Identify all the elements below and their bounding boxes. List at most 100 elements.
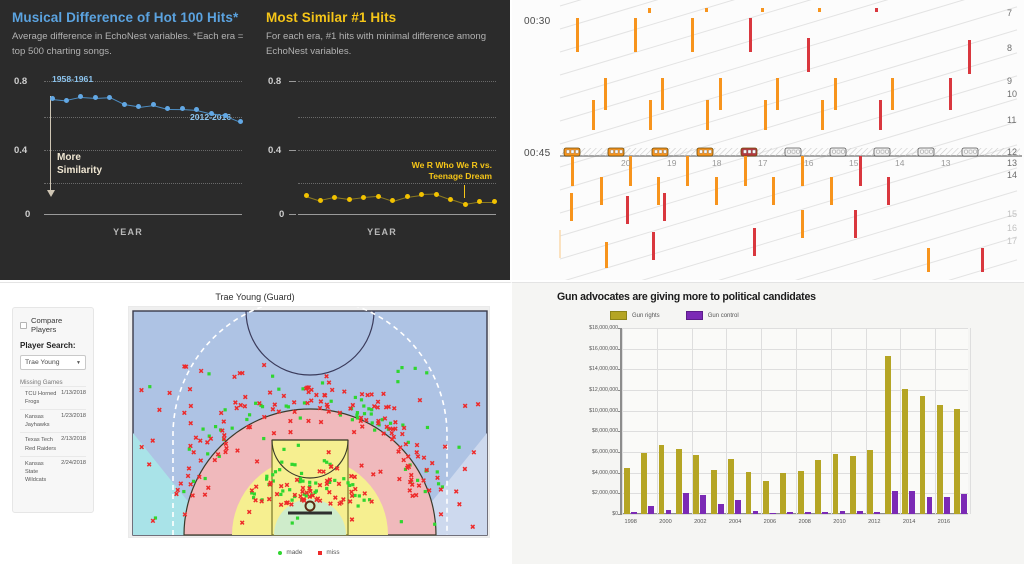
data-point[interactable] bbox=[223, 113, 229, 119]
data-point[interactable] bbox=[448, 196, 454, 202]
bar-gun-control[interactable] bbox=[630, 512, 637, 514]
shot-made-marker bbox=[293, 463, 297, 467]
shot-made-marker bbox=[362, 404, 366, 408]
data-point[interactable] bbox=[78, 94, 84, 100]
data-point[interactable] bbox=[419, 191, 425, 197]
bar-gun-rights[interactable] bbox=[780, 472, 787, 514]
tick-dash-08 bbox=[289, 80, 296, 82]
missing-game-date: 2/13/2018 bbox=[61, 436, 86, 443]
data-point[interactable] bbox=[390, 198, 396, 204]
bar-gun-control[interactable] bbox=[926, 496, 933, 514]
shot-made-marker bbox=[386, 427, 390, 431]
bar-gun-rights[interactable] bbox=[832, 453, 839, 514]
shot-made-marker bbox=[359, 398, 364, 402]
bar-gun-rights[interactable] bbox=[641, 453, 648, 514]
data-point[interactable] bbox=[361, 194, 367, 200]
legend-item-gun-rights[interactable]: Gun rights bbox=[610, 311, 660, 320]
bar-gun-control[interactable] bbox=[787, 512, 794, 514]
legend-item-gun-control[interactable]: Gun control bbox=[685, 311, 739, 320]
data-point[interactable] bbox=[462, 201, 468, 207]
miss-x-stroke bbox=[292, 492, 298, 498]
data-point[interactable] bbox=[237, 119, 243, 125]
bar-gun-rights[interactable] bbox=[745, 471, 752, 514]
bar-gun-rights[interactable] bbox=[815, 460, 822, 514]
data-point[interactable] bbox=[194, 107, 200, 113]
bar-gun-rights[interactable] bbox=[693, 455, 700, 514]
bar-gun-control[interactable] bbox=[700, 495, 707, 514]
shot-miss-marker bbox=[224, 445, 229, 451]
data-point[interactable] bbox=[208, 110, 214, 116]
bar-gun-rights[interactable] bbox=[675, 449, 682, 514]
bar-gun-control[interactable] bbox=[735, 500, 741, 514]
shot-made-marker bbox=[187, 447, 191, 451]
bar-gun-rights[interactable] bbox=[919, 395, 926, 514]
bar-gun-rights[interactable] bbox=[762, 480, 769, 514]
shot-miss-marker bbox=[362, 491, 368, 496]
data-point[interactable] bbox=[404, 194, 410, 199]
data-point[interactable] bbox=[107, 94, 113, 100]
data-point[interactable] bbox=[303, 193, 309, 199]
data-point[interactable] bbox=[92, 95, 98, 101]
bar-gun-rights[interactable] bbox=[954, 409, 961, 514]
train-tick-bar bbox=[807, 38, 810, 72]
compare-players-checkbox[interactable] bbox=[20, 321, 27, 329]
bar-gun-control[interactable] bbox=[804, 512, 811, 514]
shot-miss-marker bbox=[378, 469, 383, 475]
bar-gun-rights[interactable] bbox=[728, 458, 735, 514]
compare-players-row[interactable]: Compare Players bbox=[20, 316, 86, 334]
data-point[interactable] bbox=[332, 194, 338, 200]
bar-gun-control[interactable] bbox=[943, 497, 950, 514]
data-point[interactable] bbox=[49, 96, 55, 102]
data-point[interactable] bbox=[491, 199, 497, 204]
bar-gun-control[interactable] bbox=[752, 511, 759, 514]
data-point[interactable] bbox=[150, 102, 156, 108]
data-point[interactable] bbox=[477, 199, 483, 204]
shot-miss-marker bbox=[208, 436, 214, 442]
bar-gun-rights[interactable] bbox=[849, 456, 856, 514]
bar-gun-control[interactable] bbox=[856, 511, 863, 514]
bar-gun-rights[interactable] bbox=[623, 467, 630, 514]
miss-x-stroke bbox=[274, 491, 280, 497]
bar-gun-control[interactable] bbox=[839, 510, 846, 514]
data-point[interactable] bbox=[346, 196, 352, 202]
data-point[interactable] bbox=[121, 101, 127, 107]
miss-x-stroke bbox=[348, 473, 354, 479]
shot-miss-marker bbox=[324, 481, 330, 487]
miss-x-stroke bbox=[384, 424, 390, 430]
data-point[interactable] bbox=[433, 191, 439, 197]
bar-gun-control[interactable] bbox=[648, 505, 654, 514]
data-point[interactable] bbox=[317, 197, 323, 203]
bar-gun-control[interactable] bbox=[874, 511, 881, 514]
shot-miss-marker bbox=[253, 484, 259, 490]
shot-made-marker bbox=[270, 374, 275, 378]
bar-gun-control[interactable] bbox=[717, 504, 724, 514]
bar-gun-rights[interactable] bbox=[902, 389, 909, 514]
data-point[interactable] bbox=[136, 104, 142, 110]
bar-gun-rights[interactable] bbox=[710, 469, 717, 514]
bar-gun-rights[interactable] bbox=[797, 471, 804, 514]
data-point[interactable] bbox=[165, 106, 171, 112]
bar-gun-control[interactable] bbox=[961, 493, 968, 514]
data-point[interactable] bbox=[63, 97, 69, 103]
bar-gun-rights[interactable] bbox=[867, 450, 874, 514]
bar-gun-control[interactable] bbox=[682, 492, 689, 514]
car-window-icon bbox=[885, 149, 889, 154]
gun-y-tick-label: $10,000,000 bbox=[589, 407, 618, 414]
bar-gun-rights[interactable] bbox=[936, 404, 943, 514]
bar-gun-rights[interactable] bbox=[884, 355, 891, 514]
shot-miss-marker bbox=[426, 488, 432, 493]
shot-miss-marker bbox=[238, 402, 244, 408]
bar-gun-control[interactable] bbox=[909, 491, 915, 514]
bar-gun-control[interactable] bbox=[665, 509, 672, 514]
bar-gun-control[interactable] bbox=[822, 511, 828, 514]
shot-made-marker bbox=[325, 486, 329, 491]
basketball-court-svg[interactable] bbox=[129, 297, 491, 539]
bar-gun-control[interactable] bbox=[891, 491, 898, 514]
player-search-select[interactable]: Trae Young ▼ bbox=[20, 355, 86, 370]
bar-gun-control[interactable] bbox=[769, 513, 776, 514]
miss-x-stroke bbox=[470, 524, 476, 530]
shot-miss-marker bbox=[221, 432, 227, 438]
data-point[interactable] bbox=[375, 193, 381, 199]
bar-gun-rights[interactable] bbox=[658, 444, 665, 514]
data-point[interactable] bbox=[179, 106, 185, 112]
